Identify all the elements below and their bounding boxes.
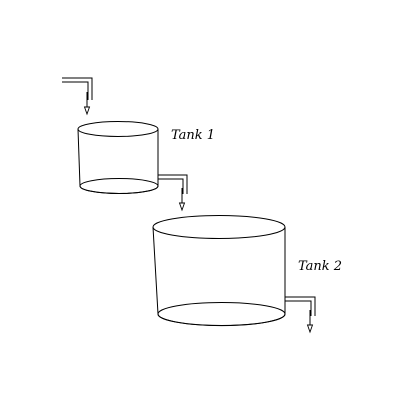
tank-2 xyxy=(152,215,286,327)
inlet-flow-arrow-icon xyxy=(83,106,91,116)
tank-1-label: Tank 1 xyxy=(171,128,215,143)
tank-1-top-rim xyxy=(77,121,159,137)
tank-2-outlet-pipe xyxy=(285,296,316,334)
tank-1-outflow-arrow-icon xyxy=(178,202,186,212)
tank-2-label: Tank 2 xyxy=(298,259,342,274)
tank-2-bottom-edge xyxy=(157,302,286,326)
tank-2-outflow-arrow-icon xyxy=(306,324,314,334)
tank-1-outlet-pipe xyxy=(158,174,188,212)
tank-1 xyxy=(77,121,159,194)
inlet-pipe xyxy=(62,77,93,116)
tank-2-top-rim xyxy=(152,215,286,239)
tank-1-body xyxy=(77,128,159,194)
tank-1-bottom-edge xyxy=(79,178,159,194)
tank-2-body xyxy=(152,226,286,327)
